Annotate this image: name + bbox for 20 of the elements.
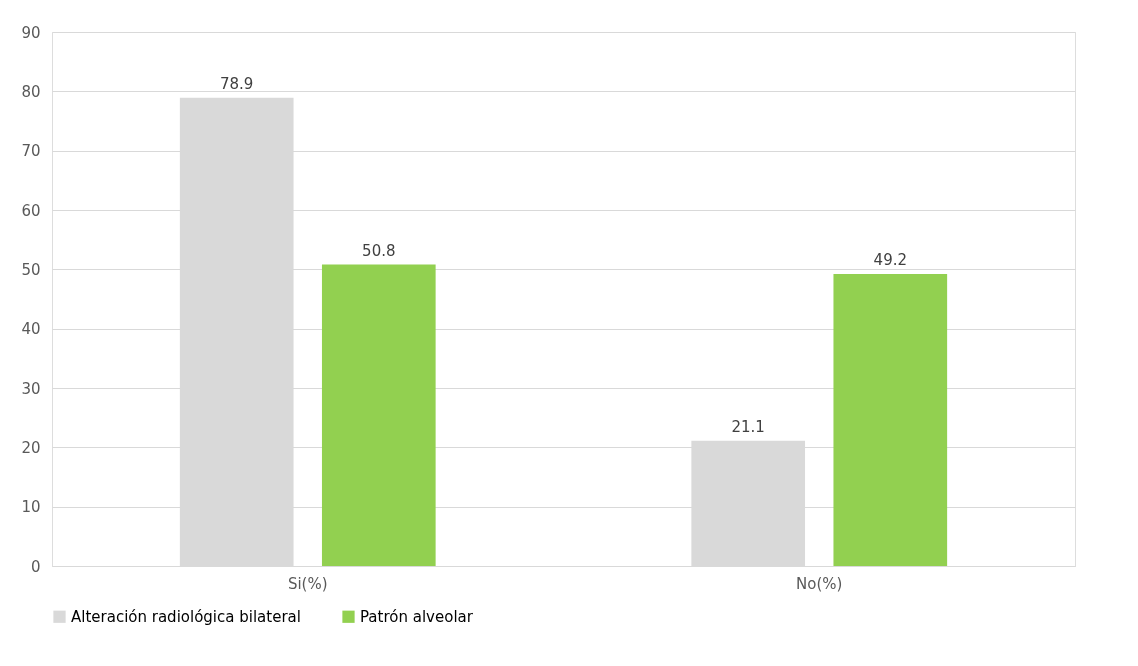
y-tick-label: 0: [30, 557, 41, 576]
x-tick-label: Si(%): [287, 574, 328, 593]
y-tick-label: 70: [21, 142, 41, 161]
y-tick-label: 60: [21, 201, 41, 220]
data-label: 78.9: [220, 74, 254, 93]
data-label: 21.1: [731, 417, 765, 436]
y-tick-label: 40: [21, 320, 41, 339]
bar: [833, 274, 948, 566]
legend-label: Alteración radiológica bilateral: [71, 607, 301, 626]
bar: [321, 264, 436, 566]
data-label: 50.8: [362, 241, 396, 260]
y-tick-label: 10: [21, 498, 41, 517]
y-tick-label: 50: [21, 260, 41, 279]
y-tick-label: 80: [21, 82, 41, 101]
legend-label: Patrón alveolar: [360, 607, 474, 626]
data-label: 49.2: [873, 251, 907, 270]
y-tick-label: 30: [21, 379, 41, 398]
y-tick-label: 20: [21, 438, 41, 457]
x-tick-label: No(%): [796, 574, 843, 593]
y-tick-label: 90: [21, 23, 41, 42]
